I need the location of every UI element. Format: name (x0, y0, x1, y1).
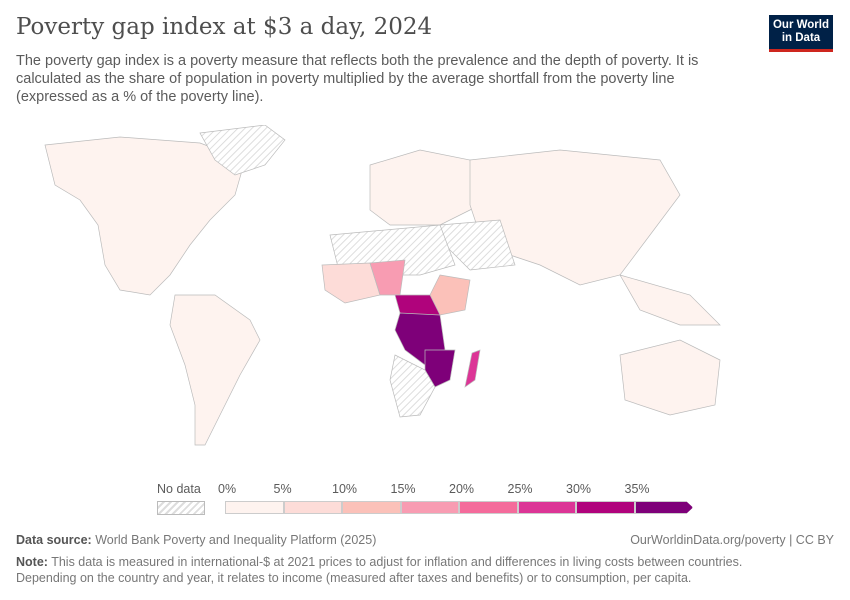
legend-bin (342, 501, 401, 514)
owid-logo[interactable]: Our World in Data (769, 15, 833, 52)
legend-bin (576, 501, 635, 514)
greenland (199, 125, 286, 176)
note: Note: This data is measured in internati… (16, 554, 796, 586)
australia (619, 339, 721, 416)
note-label: Note: (16, 555, 48, 569)
south-america (169, 294, 261, 446)
southeast-africa (424, 349, 456, 388)
madagascar (464, 349, 481, 388)
note-text: This data is measured in international-$… (16, 555, 743, 585)
legend-bin (283, 501, 342, 514)
legend-tick-label: 10% (332, 482, 358, 496)
legend-bin (459, 501, 518, 514)
legend-bin (634, 501, 693, 514)
legend-tick-label: 20% (449, 482, 475, 496)
legend-bin (225, 501, 284, 514)
southeast-asia (619, 274, 721, 326)
source-url[interactable]: OurWorldinData.org/poverty | CC BY (630, 533, 834, 547)
legend-tick-label: 25% (507, 482, 533, 496)
subtitle: The poverty gap index is a poverty measu… (16, 53, 699, 105)
southern-africa (389, 354, 436, 418)
legend-tick-label: 35% (624, 482, 650, 496)
source-text: World Bank Poverty and Inequality Platfo… (95, 533, 377, 547)
legend-tick-label: 15% (390, 482, 416, 496)
west-africa (321, 262, 381, 304)
legend-bin (517, 501, 576, 514)
north-america (44, 136, 246, 296)
legend-tick-label: 30% (566, 482, 592, 496)
world-map[interactable] (0, 125, 850, 475)
legend-no-data-label: No data (157, 482, 201, 496)
legend-tick-label: 5% (273, 482, 292, 496)
source-label: Data source: (16, 533, 92, 547)
page-title: Poverty gap index at $3 a day, 2024 (16, 14, 433, 40)
europe (369, 149, 481, 226)
data-source: Data source: World Bank Poverty and Ineq… (16, 533, 376, 547)
legend-tick-label: 0% (218, 482, 237, 496)
legend-bin (400, 501, 459, 514)
east-africa (429, 274, 471, 316)
legend-no-data-swatch (157, 501, 205, 515)
